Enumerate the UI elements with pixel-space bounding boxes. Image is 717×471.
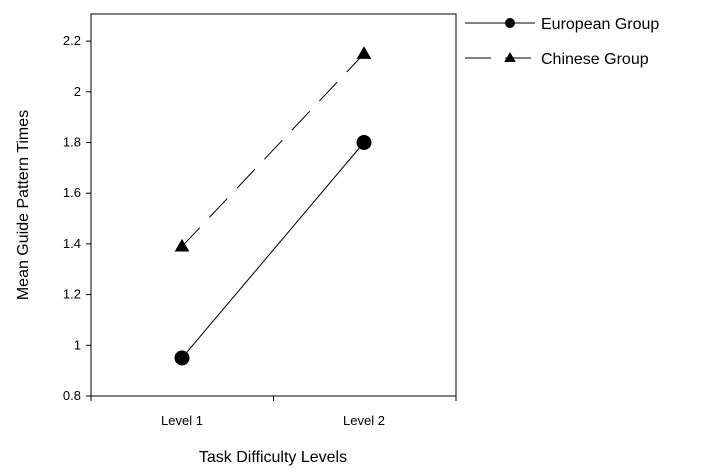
data-point-circle: [356, 135, 372, 150]
legend-circle-marker: [505, 18, 515, 28]
legend-label: European Group: [541, 16, 659, 33]
y-tick-label: 2: [74, 84, 81, 99]
data-point-circle: [174, 350, 190, 366]
y-tick-label: 1.2: [63, 287, 81, 302]
x-axis-ticks: Level 1 Level 2: [90, 396, 457, 428]
series-layer: [174, 46, 372, 366]
y-tick-label: 0.8: [63, 388, 81, 403]
x-axis-title: Task Difficulty Levels: [199, 449, 347, 466]
y-tick-label: 1.6: [63, 185, 81, 200]
x-tick-label: Level 1: [161, 413, 203, 428]
series-line: [181, 142, 365, 359]
y-axis-title: Mean Guide Pattern Times: [15, 110, 32, 300]
y-tick-label: 1.8: [63, 135, 81, 150]
legend-triangle-marker: [504, 52, 516, 62]
y-tick-label: 1: [74, 337, 81, 352]
y-axis-ticks: 0.8 1 1.2 1.4 1.6 1.8 2 2.2: [63, 33, 91, 403]
plot-area: [90, 13, 457, 397]
x-tick-label: Level 2: [343, 413, 385, 428]
series-line: [181, 53, 365, 247]
data-point-triangle: [356, 46, 372, 59]
y-tick-label: 1.4: [63, 236, 81, 251]
legend-label: Chinese Group: [541, 51, 649, 68]
data-point-triangle: [174, 238, 190, 252]
y-tick-label: 2.2: [63, 33, 81, 48]
legend: European Group Chinese Group: [465, 16, 659, 68]
